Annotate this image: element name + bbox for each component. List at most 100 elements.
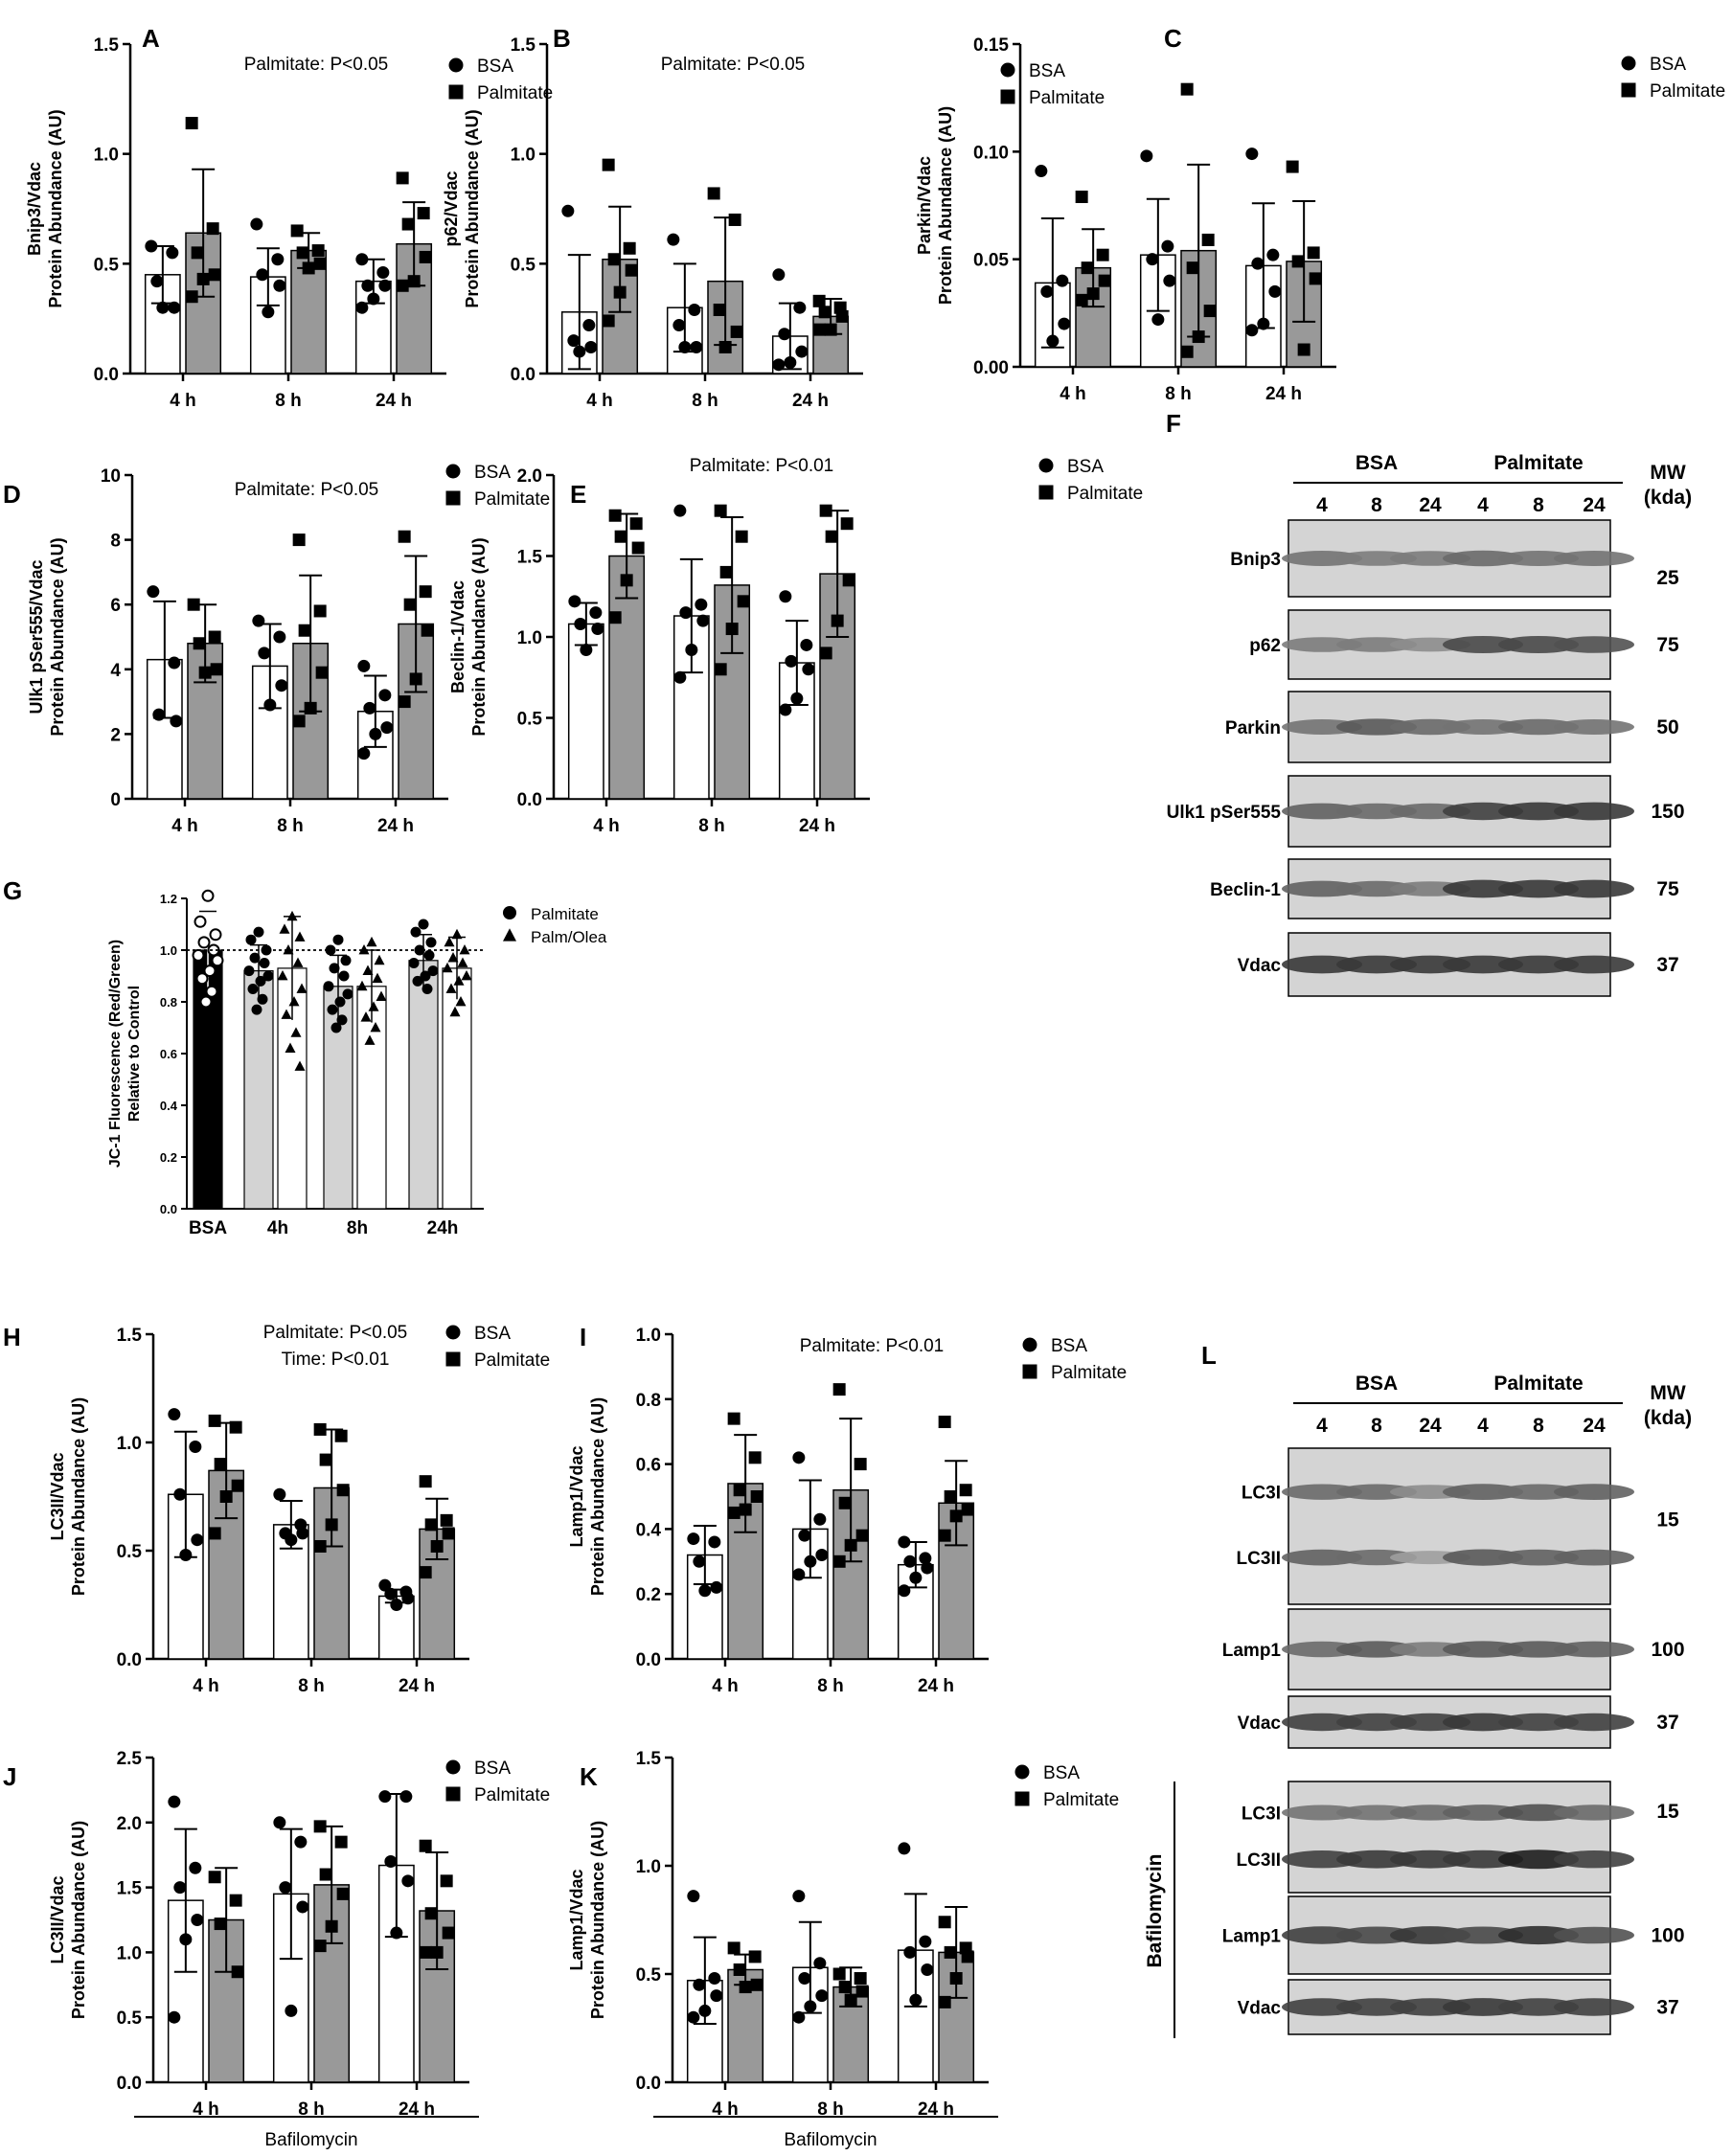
legend-marker-E: [1038, 485, 1054, 500]
data-point-palmitate-D: [292, 533, 306, 547]
data-point-G: [418, 919, 429, 930]
legend-label-A: BSA: [477, 57, 513, 77]
bar-G: [442, 967, 472, 1210]
data-point-bsa-B: [672, 319, 686, 332]
blot-lane-F: 8: [1371, 494, 1382, 516]
y-tick-label-I: 0.2: [636, 1585, 661, 1605]
data-point-palmitate-J: [325, 1919, 338, 1933]
blot-band-F: [1443, 802, 1523, 821]
blot-group-F: BSA: [1356, 452, 1398, 474]
data-point-G: [420, 970, 431, 982]
data-point-G: [205, 985, 218, 998]
legend-marker-B: [1000, 89, 1015, 104]
data-point-palmitate-H: [214, 1458, 227, 1471]
data-point-bsa-A: [378, 279, 392, 292]
data-point-G: [253, 926, 264, 938]
y-axis-label-E: Beclin-1/Vdac: [448, 580, 467, 693]
y-axis-label-K: Lamp1/Vdac: [567, 1869, 586, 1970]
data-point-G: [211, 954, 224, 967]
data-point-G: [323, 981, 334, 992]
data-point-palmitate-B: [835, 309, 849, 323]
blot-band-F: [1554, 879, 1634, 898]
data-point-bsa-C: [1046, 334, 1060, 348]
data-point-palmitate-J: [334, 1835, 348, 1849]
data-point-G: [262, 970, 274, 982]
blot-mw-F: 50: [1656, 716, 1678, 738]
bottom-label-K: Bafilomycin: [784, 2130, 877, 2150]
data-point-bsa-J: [273, 1816, 286, 1829]
data-point-bsa-I: [921, 1561, 934, 1575]
data-point-bsa-D: [378, 689, 392, 702]
blot-mw-F: 75: [1656, 878, 1679, 900]
data-point-bsa-A: [273, 279, 286, 292]
data-point-palmitate-A: [396, 279, 409, 292]
y-tick-label-K: 1.5: [636, 1749, 662, 1769]
panel-label-E: E: [570, 480, 586, 509]
blot-band-F: [1498, 718, 1579, 736]
data-point-palmitate-H: [229, 1420, 242, 1434]
data-point-G: [445, 983, 457, 993]
data-point-palmitate-J: [336, 1887, 350, 1900]
legend-label-I: BSA: [1051, 1336, 1087, 1356]
y-tick-label-C: 0.05: [973, 251, 1009, 271]
data-point-bsa-C: [1058, 317, 1071, 330]
y-tick-label-A: 1.5: [94, 35, 120, 56]
data-point-G: [444, 936, 455, 947]
data-point-palmitate-D: [421, 624, 434, 637]
y-tick-label-I: 0.4: [636, 1520, 662, 1540]
data-point-palmitate-C: [1203, 305, 1217, 318]
data-point-bsa-C: [1040, 284, 1054, 298]
y-tick-label-H: 1.5: [117, 1326, 143, 1346]
data-point-palmitate-K: [733, 1963, 746, 1976]
data-point-G: [442, 962, 453, 973]
data-point-bsa-C: [1035, 165, 1048, 178]
x-tick-label-C: 24 h: [1265, 384, 1302, 404]
x-tick-label-K: 24 h: [918, 2099, 954, 2120]
data-point-bsa-D: [357, 747, 371, 760]
data-point-palmitate-I: [855, 1529, 869, 1542]
data-point-G: [356, 980, 368, 991]
legend-marker-G: [503, 906, 516, 919]
blot-band-F: [1554, 551, 1634, 566]
data-point-palmitate-H: [334, 1429, 348, 1442]
data-point-palmitate-C: [1186, 261, 1199, 275]
legend-label-K: Palmitate: [1043, 1790, 1119, 1810]
data-point-palmitate-K: [844, 1993, 857, 2007]
y-axis-label-C: Parkin/Vdac: [915, 156, 934, 255]
stat-annotation-A: Palmitate: P<0.05: [244, 55, 389, 75]
blot-mw-header-F: (kda): [1644, 487, 1692, 509]
data-point-bsa-K: [804, 2000, 817, 2013]
data-point-bsa-B: [772, 268, 786, 282]
data-point-palmitate-B: [718, 340, 732, 353]
y-axis-label-D: Ulk1 pSer555/Vdac: [27, 559, 46, 714]
data-point-bsa-I: [693, 1555, 706, 1568]
data-point-G: [332, 934, 344, 945]
data-point-bsa-B: [567, 334, 581, 348]
legend-marker-A: [448, 57, 464, 73]
y-tick-label-G: 0.8: [160, 995, 177, 1010]
data-point-palmitate-J: [229, 1894, 242, 1907]
data-point-bsa-K: [898, 1842, 911, 1855]
data-point-bsa-C: [1056, 274, 1069, 287]
legend-label-B: BSA: [1029, 61, 1065, 81]
data-point-bsa-I: [708, 1535, 721, 1549]
blot-mw-L: 37: [1656, 1997, 1678, 2019]
data-point-palmitate-B: [707, 187, 720, 200]
data-point-palmitate-E: [719, 565, 733, 579]
data-point-palmitate-C: [1192, 330, 1205, 344]
data-point-G: [294, 1060, 306, 1071]
blot-row-label-F: Ulk1 pSer555: [1167, 803, 1282, 823]
data-point-palmitate-H: [208, 1527, 221, 1540]
stat-annotation-H: Time: P<0.01: [282, 1350, 390, 1370]
legend-marker-H: [445, 1351, 461, 1367]
y-tick-label-K: 0.5: [636, 1965, 662, 1986]
bar-palmitate-K: [832, 1986, 870, 2083]
data-point-bsa-I: [698, 1584, 712, 1598]
legend-marker-E: [1038, 458, 1054, 473]
data-point-palmitate-H: [336, 1484, 350, 1497]
blot-band-F: [1498, 879, 1579, 898]
y-tick-label-I: 0.0: [636, 1650, 661, 1670]
y-axis-label-A: Protein Abundance (AU): [46, 109, 65, 307]
blot-row-label-L: LC3I: [1242, 1484, 1281, 1504]
data-point-palmitate-E: [631, 541, 645, 555]
